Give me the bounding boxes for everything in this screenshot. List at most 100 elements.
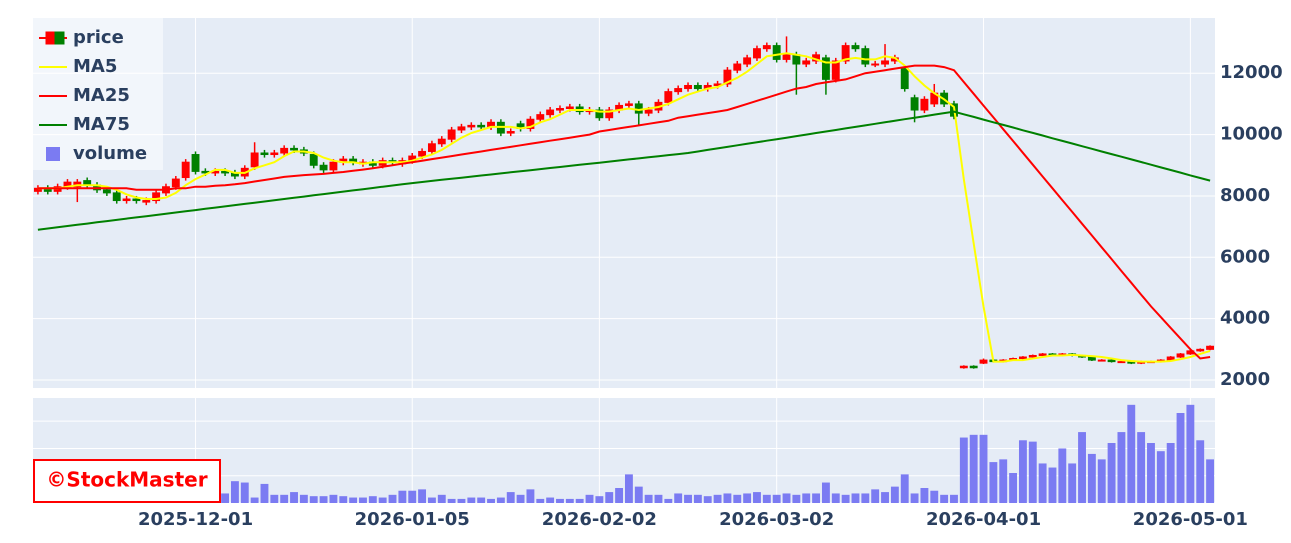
candle-body: [506, 131, 515, 134]
candle-body: [733, 63, 742, 71]
volume-bar: [585, 494, 594, 503]
volume-bar: [979, 434, 988, 503]
volume-bar: [329, 494, 338, 503]
volume-bar: [280, 494, 289, 503]
volume-bar: [230, 481, 239, 503]
candle-body: [290, 147, 298, 151]
candle-body: [152, 192, 161, 202]
volume-bar: [221, 493, 230, 503]
candle-body: [556, 108, 564, 111]
candle-body: [674, 88, 683, 93]
candle-body: [920, 98, 929, 111]
volume-bar: [536, 498, 545, 503]
x-tick-label: 2026-01-05: [355, 509, 470, 530]
volume-bar: [910, 493, 919, 503]
candle-body: [1117, 361, 1126, 364]
candle-body: [1097, 359, 1106, 362]
volume-bar: [506, 492, 515, 503]
volume-bar: [959, 437, 968, 503]
volume-bar: [1048, 467, 1057, 503]
volume-bar: [1018, 440, 1027, 503]
candle-body: [723, 69, 732, 85]
grid: [33, 18, 1215, 504]
candle-body: [132, 198, 141, 202]
candle-body: [871, 63, 880, 66]
candle-body: [802, 60, 811, 65]
volume-bar: [388, 494, 397, 503]
candle-body: [1107, 359, 1116, 363]
volume-bar: [1206, 459, 1215, 503]
candle-body: [477, 124, 486, 128]
volume-plot-area: [33, 398, 1215, 503]
volume-bar: [693, 494, 702, 503]
legend-label: volume: [73, 143, 147, 164]
x-tick-label: 2026-04-01: [926, 509, 1041, 530]
candle-body: [753, 48, 761, 59]
volume-bar: [457, 498, 466, 503]
volume-bar: [299, 494, 308, 503]
candle-body: [309, 154, 318, 166]
candle-body: [319, 164, 328, 171]
volume-bar: [1186, 404, 1195, 503]
watermark-box: [33, 459, 221, 503]
legend-label: MA25: [73, 85, 130, 106]
candle-body: [881, 60, 889, 65]
volume-bar: [437, 494, 446, 503]
y-tick-label: 2000: [1220, 369, 1270, 390]
volume-bar: [1009, 473, 1018, 503]
volume-bar: [575, 498, 584, 503]
candle-body: [684, 84, 692, 90]
volume-bar: [496, 497, 505, 503]
volume-bar: [615, 488, 624, 503]
volume-bar: [1127, 404, 1136, 503]
volume-bar: [260, 483, 269, 503]
volume-bar: [1196, 440, 1205, 503]
volume-bar: [930, 490, 939, 503]
volume-bar: [418, 489, 427, 503]
volume-bar: [762, 494, 771, 503]
candle-body: [427, 143, 436, 152]
candle-body: [831, 60, 840, 80]
candle-body: [634, 103, 643, 114]
volume-bar: [624, 474, 633, 503]
volume-bar: [605, 492, 614, 503]
candle-body: [1206, 345, 1215, 350]
labels: 2000 4000 6000 8000 10000 12000 2025-12-01 2026…: [138, 62, 1283, 530]
volume-bar: [1107, 443, 1116, 503]
legend-label: price: [73, 27, 124, 48]
volume-bar: [900, 474, 909, 503]
candle-body: [221, 170, 230, 174]
volume-bar: [644, 494, 653, 503]
volume-bar: [565, 498, 574, 503]
volume-bar: [290, 492, 298, 503]
volume-bar: [989, 462, 998, 503]
candle-body: [772, 45, 781, 60]
candle-body: [1018, 356, 1027, 360]
ma-line: [37, 64, 1211, 360]
volume-bar: [526, 489, 535, 503]
volume-bar: [782, 493, 791, 503]
volume-bar: [1156, 451, 1165, 503]
volume-bar: [713, 494, 722, 503]
legend-icon: [46, 147, 60, 161]
candle-body: [664, 91, 673, 103]
volume-bar: [723, 493, 732, 503]
volume-bar: [270, 494, 279, 503]
volume-bar: [516, 494, 525, 503]
volume-bar: [1176, 413, 1185, 503]
volume-bar: [1137, 432, 1146, 503]
candle-body: [467, 124, 476, 128]
x-tick-label: 2026-02-02: [542, 509, 657, 530]
volume-bar: [969, 434, 978, 503]
legend-icon: [45, 31, 56, 45]
volume-bar: [378, 497, 387, 503]
volume-bar: [398, 490, 407, 503]
y-tick-label: 6000: [1220, 246, 1270, 267]
candle-body: [1196, 348, 1205, 352]
volume-bar: [940, 494, 949, 503]
candle-body: [565, 106, 574, 110]
volume-bar: [447, 498, 456, 503]
candle-body: [900, 68, 909, 90]
